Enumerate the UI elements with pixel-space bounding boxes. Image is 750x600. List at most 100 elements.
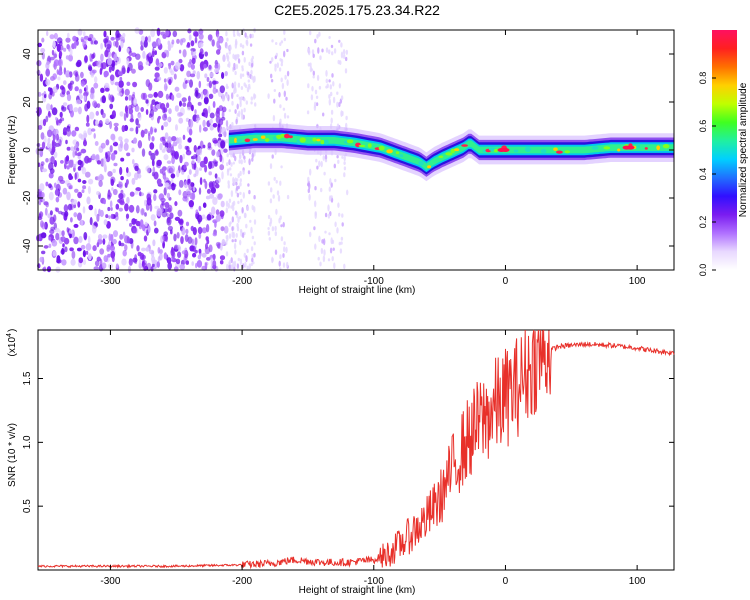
spectrogram-noise-cell: [330, 91, 333, 97]
spectrogram-noise-cell: [248, 263, 251, 270]
spectrogram-noise-cell: [166, 102, 170, 109]
spectrogram-noise-cell: [251, 152, 254, 159]
spectrogram-noise-cell: [325, 70, 328, 77]
spectrogram-noise-cell: [68, 71, 73, 78]
spectrogram-noise-cell: [42, 118, 47, 127]
spectrogram-noise-cell: [61, 247, 65, 255]
spectrogram-noise-cell: [207, 142, 212, 149]
spectrogram-noise-cell: [228, 61, 231, 68]
spectrogram-noise-cell: [111, 255, 115, 263]
spectrogram-noise-cell: [241, 232, 245, 239]
spectrogram-noise-cell: [307, 83, 310, 89]
spectrogram-noise-cell: [94, 76, 98, 83]
spectrogram-noise-cell: [274, 65, 277, 72]
spectrogram-noise-cell: [88, 204, 94, 211]
spectrogram-noise-cell: [174, 201, 178, 207]
spectrogram-noise-cell: [202, 127, 208, 132]
spectrogram-noise-cell: [225, 31, 228, 37]
spectrogram-noise-cell: [65, 156, 69, 165]
spectrogram-noise-cell: [229, 173, 233, 177]
spectrogram-noise-cell: [346, 189, 349, 196]
spectrogram-noise-cell: [42, 168, 48, 173]
spectrogram-noise-cell: [141, 247, 146, 252]
spectrogram-noise-cell: [149, 249, 155, 255]
spectrogram-noise-cell: [46, 61, 50, 66]
spectrogram-noise-cell: [231, 82, 234, 89]
spectrogram-noise-cell: [83, 95, 87, 101]
spectrogram-noise-cell: [104, 87, 110, 92]
colorbar-tick-label: 0.2: [698, 216, 708, 229]
spectrogram-noise-cell: [176, 92, 182, 98]
spectrogram-noise-cell: [340, 110, 343, 117]
spectrogram-noise-cell: [345, 56, 348, 62]
ridge-peak-cell: [244, 138, 251, 143]
spectrogram-noise-cell: [183, 164, 187, 170]
spectrogram-noise-cell: [89, 34, 94, 39]
ridge-peak-cell: [556, 150, 563, 154]
spectrogram-noise-cell: [236, 103, 239, 110]
spectrogram-noise-cell: [118, 80, 124, 88]
spectrogram-noise-cell: [328, 98, 331, 106]
spectrogram-noise-cell: [280, 236, 284, 242]
spectrogram-noise-cell: [271, 256, 274, 264]
spectrogram-noise-cell: [123, 142, 129, 151]
spectrogram-noise-cell: [240, 198, 243, 203]
spectrogram-noise-cell: [68, 175, 74, 180]
spectrogram-noise-cell: [123, 112, 127, 122]
spectrogram-noise-cell: [86, 100, 91, 110]
spectrogram-noise-cell: [328, 186, 331, 192]
spectrogram-noise-cell: [283, 241, 286, 246]
spectrogram-noise-cell: [201, 214, 206, 220]
spectrogram-noise-cell: [70, 110, 74, 118]
spectrogram-noise-cell: [190, 104, 194, 112]
spectrogram-noise-cell: [338, 212, 341, 217]
spectrogram-noise-cell: [118, 207, 124, 212]
spectrogram-noise-cell: [99, 209, 104, 218]
spectrogram-noise-cell: [89, 92, 94, 100]
spectrogram-noise-cell: [283, 29, 286, 35]
spectrogram-noise-cell: [52, 40, 56, 49]
spectrogram-noise-cell: [206, 257, 211, 261]
spectrogram-noise-cell: [45, 79, 51, 86]
spectrogram-noise-cell: [148, 82, 153, 91]
spectrogram-noise-cell: [230, 162, 233, 167]
spectrogram-noise-cell: [93, 266, 100, 271]
spectrogram-noise-cell: [239, 170, 242, 177]
spectrogram-noise-cell: [343, 161, 346, 166]
spectrogram-noise-cell: [153, 193, 157, 202]
spectrogram-noise-cell: [112, 238, 117, 245]
spectrogram-noise-cell: [171, 182, 175, 187]
spectrogram-noise-cell: [71, 159, 74, 164]
spectrogram-noise-cell: [157, 90, 164, 98]
spectrogram-noise-cell: [204, 180, 208, 190]
spectrogram-noise-cell: [245, 223, 248, 229]
spectrogram-noise-cell: [82, 250, 86, 258]
spectrogram-noise-cell: [75, 40, 79, 46]
spectrogram-noise-cell: [241, 50, 245, 56]
spectrogram-noise-cell: [280, 165, 283, 169]
spectrogram-noise-cell: [154, 227, 159, 234]
spectrogram-noise-cell: [151, 50, 155, 58]
spectrogram-noise-cell: [273, 176, 276, 181]
spectrogram-noise-cell: [242, 263, 245, 269]
spectrogram-noise-cell: [78, 133, 83, 139]
spectrogram-noise-cell: [307, 62, 311, 67]
spectrogram-noise-cell: [223, 225, 229, 234]
spectrogram-noise-cell: [177, 244, 181, 250]
spectrogram-noise-cell: [201, 227, 208, 234]
spectrogram-noise-cell: [164, 182, 170, 188]
spectrogram-noise-cell: [131, 68, 136, 74]
spectrogram-noise-cell: [175, 61, 181, 70]
spectrogram-noise-cell: [94, 141, 99, 146]
spectrogram-noise-cell: [312, 53, 315, 58]
spectrogram-noise-cell: [87, 37, 92, 42]
spectrogram-noise-cell: [107, 206, 111, 212]
spectrogram-noise-cell: [313, 101, 317, 109]
spectrogram-noise-cell: [195, 209, 199, 214]
spectrogram-noise-cell: [234, 38, 238, 46]
spectrogram-noise-cell: [206, 188, 211, 194]
ridge-peak-cell: [367, 143, 372, 148]
spectrogram-noise-cell: [208, 64, 212, 70]
spectrogram-noise-cell: [284, 74, 287, 80]
